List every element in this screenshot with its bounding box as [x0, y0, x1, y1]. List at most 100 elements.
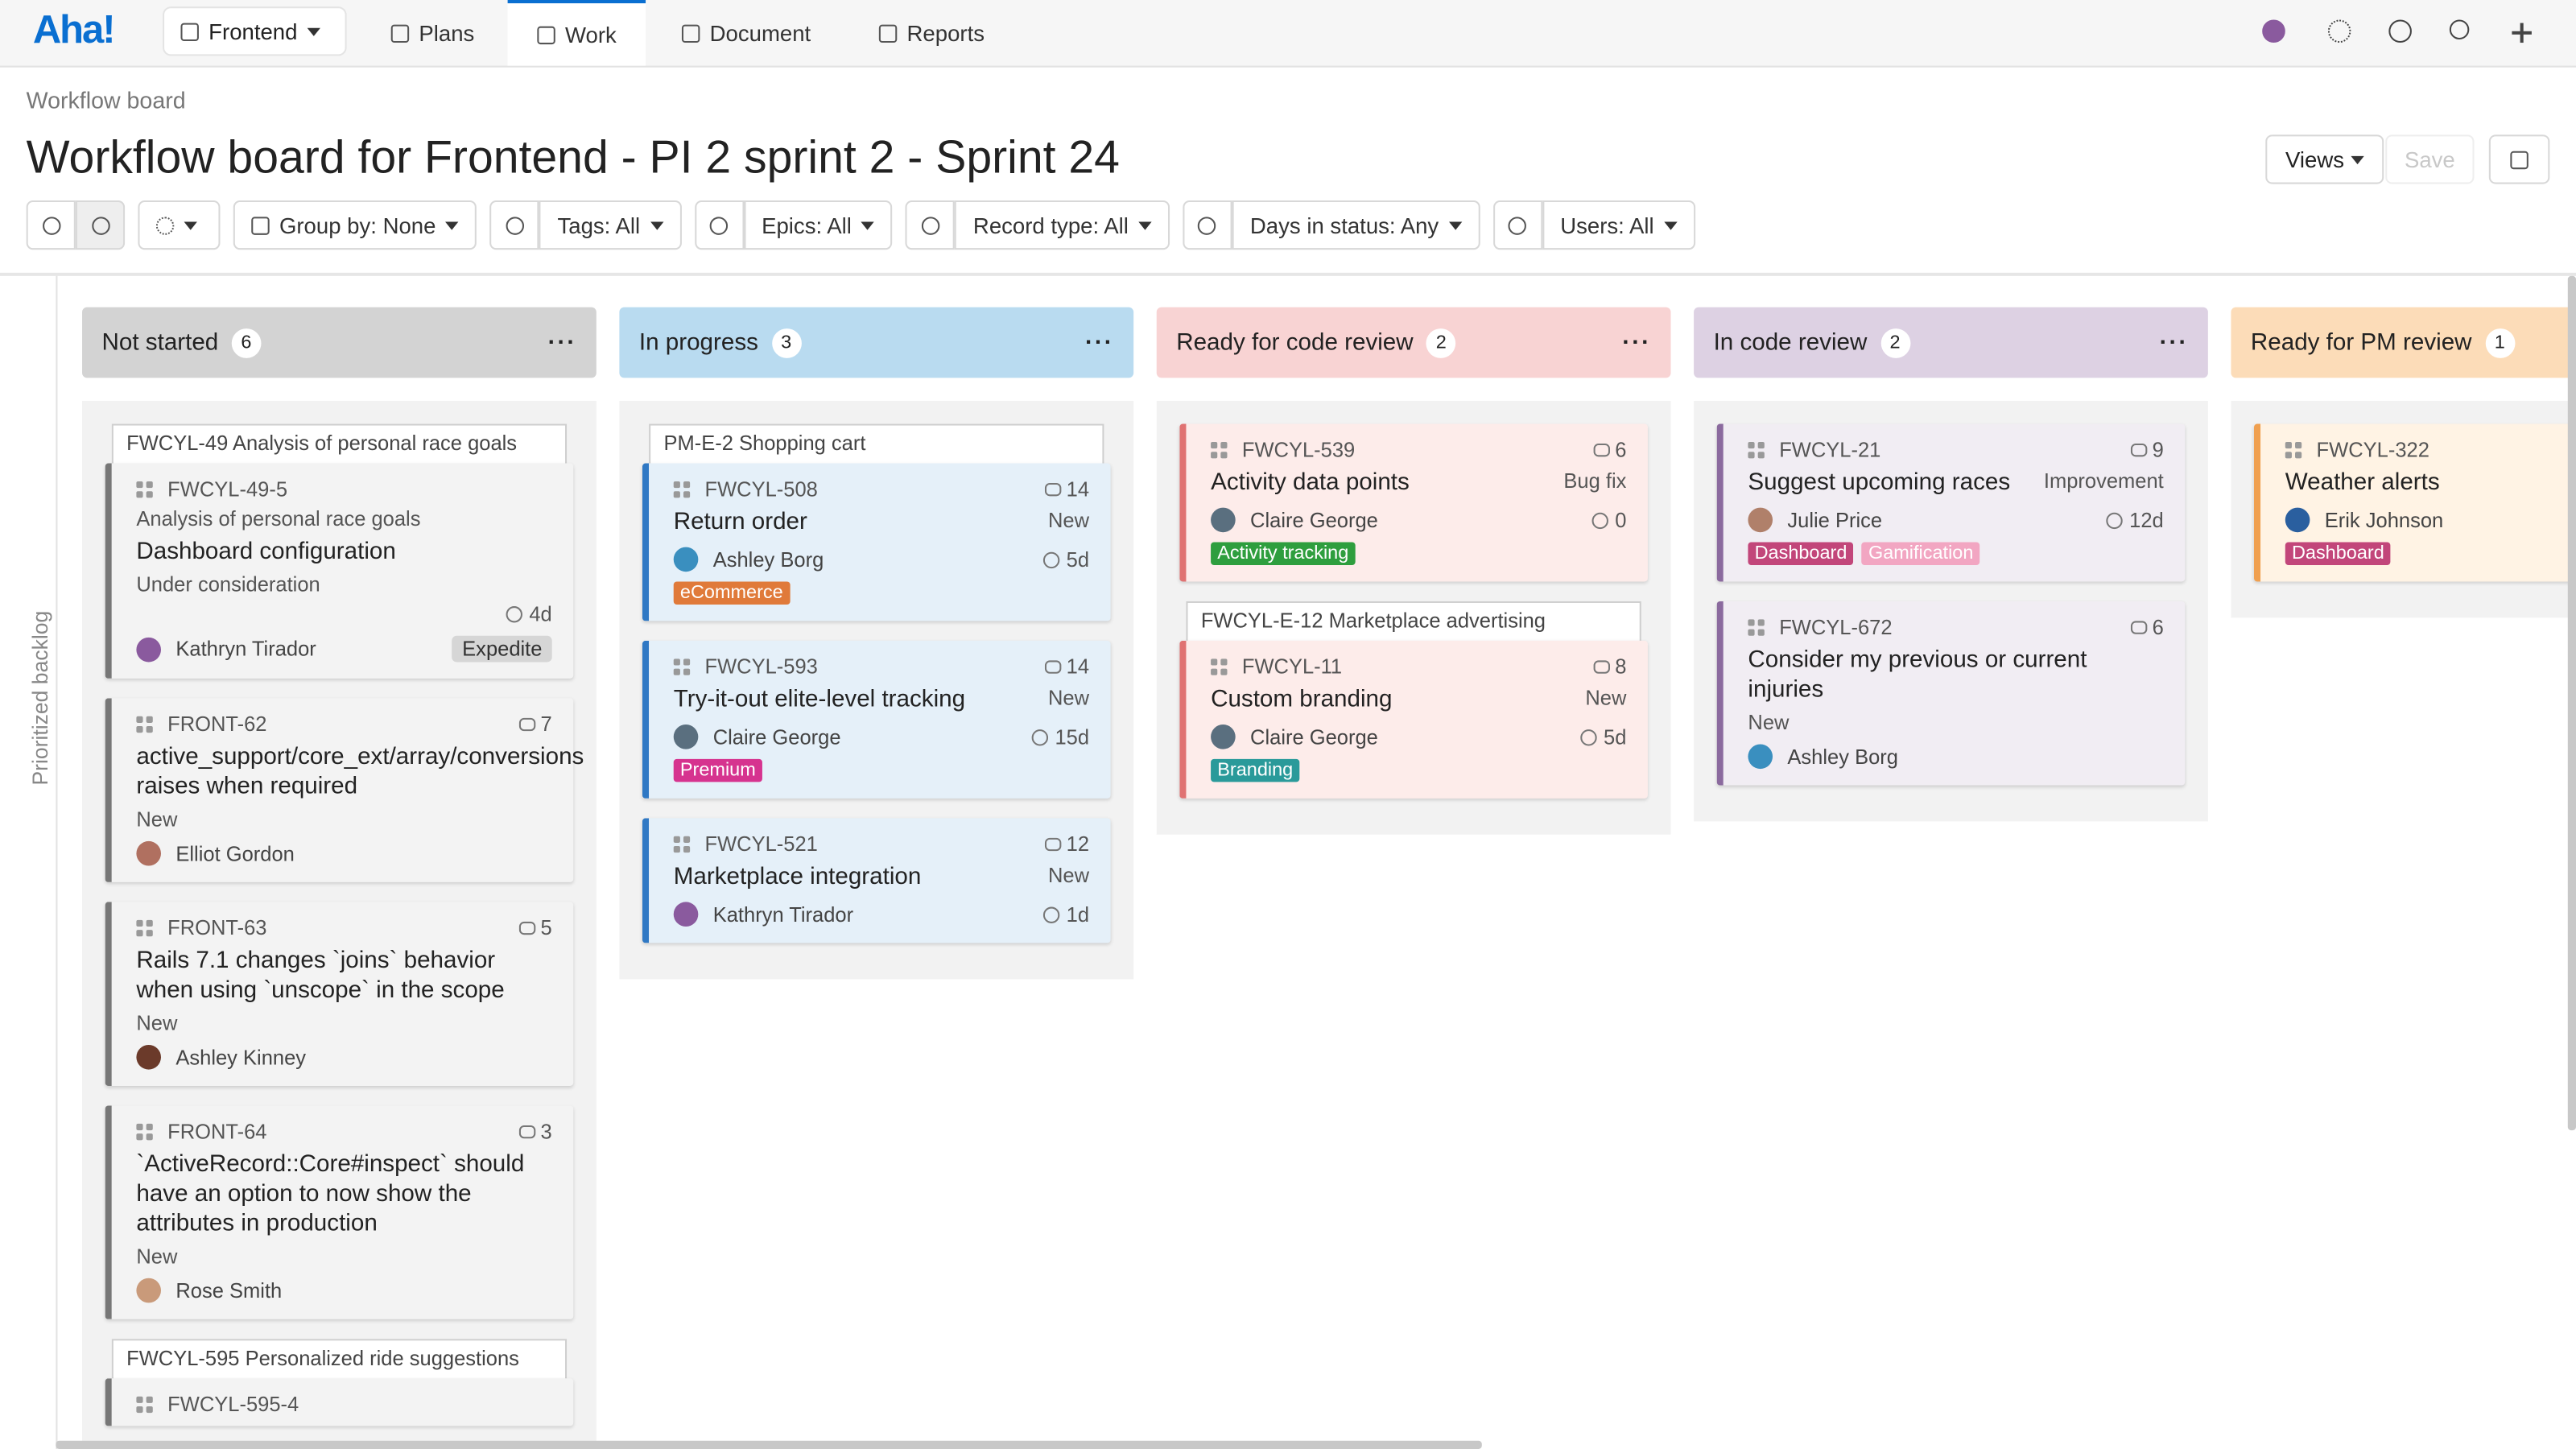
my-items-button[interactable] — [26, 200, 76, 250]
assignee-row: Ashley Borg — [1748, 734, 2163, 770]
record-card[interactable]: FWCYL-11 8 Custom branding New Claire George… — [1179, 640, 1648, 799]
tag[interactable]: Premium — [673, 758, 762, 782]
card-title: Marketplace integration — [673, 864, 922, 891]
parent-record[interactable]: FWCYL-49 Analysis of personal race goals — [111, 423, 568, 467]
assignee-name: Erik Johnson — [2324, 508, 2444, 532]
record-card[interactable]: FRONT-62 7 active_support/core_ext/array/c… — [105, 698, 584, 882]
settings-icon[interactable] — [2327, 19, 2351, 43]
workspace-switcher[interactable]: Frontend — [164, 8, 345, 55]
logo[interactable]: Aha! — [32, 8, 116, 53]
drag-icon — [1748, 619, 1765, 636]
assignee-name: Claire George — [1250, 725, 1378, 749]
save-button[interactable]: Save — [2385, 134, 2475, 184]
record-card[interactable]: FWCYL-595-4 — [105, 1378, 574, 1426]
record-card[interactable]: FWCYL-672 6 Consider my previous or curren… — [1716, 601, 2186, 786]
parent-record[interactable]: FWCYL-595 Personalized ride suggestions — [111, 1339, 568, 1382]
days: 5d — [1604, 725, 1627, 749]
days-in-status: 5d — [1043, 548, 1089, 571]
vertical-scrollbar[interactable] — [2567, 275, 2576, 1131]
tag[interactable]: Branding — [1211, 758, 1300, 782]
column-menu[interactable]: ··· — [2159, 329, 2189, 356]
card-status: Under consideration — [136, 573, 320, 597]
add-icon[interactable] — [2512, 23, 2532, 43]
team-items-button[interactable] — [75, 200, 126, 250]
card-id: FRONT-64 — [167, 1120, 267, 1144]
comment-icon — [1593, 444, 1611, 457]
column-menu[interactable]: ··· — [1084, 329, 1114, 356]
dot — [683, 491, 691, 498]
card-meta: FWCYL-521 12 — [673, 833, 1089, 856]
avatar — [673, 902, 699, 927]
parent-record[interactable]: FWCYL-E-12 Marketplace advertising — [1186, 601, 1641, 644]
clear-filter-button[interactable] — [489, 200, 540, 250]
assignee-row: Kathryn Tirador 1d — [673, 892, 1089, 927]
caret — [1663, 221, 1678, 235]
record-card[interactable]: FRONT-63 5 Rails 7.1 changes `joins` behav… — [105, 902, 574, 1086]
card-meta: FWCYL-593 14 — [673, 655, 1089, 679]
filter-dropdown[interactable]: Record type: All — [955, 200, 1170, 250]
filter-dropdown[interactable]: Tags: All — [539, 200, 682, 250]
help-icon[interactable] — [2388, 19, 2412, 43]
record-card[interactable]: FRONT-64 3 `ActiveRecord::Core#inspect` sh… — [105, 1105, 574, 1319]
comment-icon — [1045, 482, 1062, 497]
horizontal-scrollbar[interactable] — [56, 1440, 1482, 1449]
days-in-status: 0 — [1591, 509, 1626, 531]
breadcrumb[interactable]: Workflow board — [26, 87, 186, 114]
record-card[interactable]: FWCYL-21 9 Suggest upcoming races Improveme… — [1716, 423, 2186, 582]
column-name: Not started — [101, 329, 219, 356]
comment-icon — [518, 717, 536, 732]
card-title-row: `ActiveRecord::Core#inspect` should have… — [136, 1143, 551, 1238]
card-title-row: Marketplace integration New — [674, 856, 1089, 892]
assignee: Kathryn Tirador Expedite — [136, 635, 552, 663]
nav-tab[interactable]: Document — [652, 0, 840, 66]
share-button[interactable] — [2488, 134, 2550, 184]
user-avatar[interactable] — [2262, 19, 2285, 43]
drag-icon — [1211, 441, 1228, 459]
clear-filter-button[interactable] — [1492, 200, 1542, 250]
record-card[interactable]: FWCYL-539 6 Activity data points Bug fix Cla… — [1179, 423, 1648, 582]
filter-bar: Group by: None Tags: All Epics: All Record … — [26, 200, 1695, 250]
avatar — [2285, 507, 2310, 533]
card-meta: FWCYL-322 — [2285, 439, 2576, 461]
clear-filter-button[interactable] — [906, 200, 956, 250]
tag[interactable]: Dashboard — [2285, 542, 2391, 566]
nav-tab[interactable]: Reports — [849, 0, 1014, 66]
card-id: FRONT-63 — [167, 916, 267, 940]
dot — [146, 1396, 153, 1403]
tag[interactable]: Dashboard — [1748, 542, 1854, 566]
parent-record[interactable]: PM-E-2 Shopping cart — [649, 423, 1104, 467]
card-id-wrap: FRONT-64 — [136, 1120, 267, 1144]
record-card[interactable]: FWCYL-508 14 Return order New Ashley Borg 5d e… — [642, 463, 1111, 621]
nav-tab[interactable]: Work — [507, 0, 646, 66]
card-meta: FWCYL-49-5 — [136, 477, 551, 502]
record-card[interactable]: FWCYL-521 12 Marketplace integration New Kat… — [642, 818, 1111, 943]
record-card[interactable]: FWCYL-49-5 Analysis of personal race goal… — [105, 463, 574, 679]
assignee-row: Ashley Borg 5d — [673, 537, 1089, 572]
card-id: FWCYL-49-5 — [167, 477, 288, 502]
backlog-sidebar[interactable]: Prioritized backlog — [0, 275, 58, 1449]
dot — [136, 1123, 143, 1131]
record-card[interactable]: FWCYL-593 14 Try-it-out elite-level tracki… — [642, 640, 1111, 799]
column-menu[interactable]: ··· — [1622, 329, 1652, 356]
column-menu[interactable]: ··· — [547, 329, 577, 356]
clear-filter-button[interactable] — [1183, 200, 1232, 250]
filter-dropdown[interactable]: Group by: None — [233, 200, 477, 250]
filter-dropdown[interactable]: Days in status: Any — [1232, 200, 1480, 250]
card-title: Weather alerts — [2285, 469, 2440, 497]
drag-icon — [136, 481, 153, 498]
tag[interactable]: Gamification — [1861, 542, 1980, 566]
dot — [1748, 629, 1755, 636]
clear-filter-button[interactable] — [694, 200, 744, 250]
filter-dropdown[interactable]: Users: All — [1542, 200, 1695, 250]
settings-button[interactable] — [138, 200, 221, 250]
column-name: In progress — [638, 329, 758, 356]
filter-dropdown[interactable]: Epics: All — [743, 200, 893, 250]
comment-icon — [518, 1125, 536, 1139]
card-status: Improvement — [2043, 469, 2164, 493]
tag[interactable]: Activity tracking — [1211, 542, 1356, 566]
record-card[interactable]: FWCYL-322 Weather alerts Erik Johnson Dashb… — [2253, 423, 2576, 582]
tag[interactable]: eCommerce — [673, 581, 790, 605]
search-icon[interactable] — [2449, 19, 2470, 39]
views-button[interactable]: Views — [2265, 134, 2384, 184]
nav-tab[interactable]: Plans — [361, 0, 504, 66]
